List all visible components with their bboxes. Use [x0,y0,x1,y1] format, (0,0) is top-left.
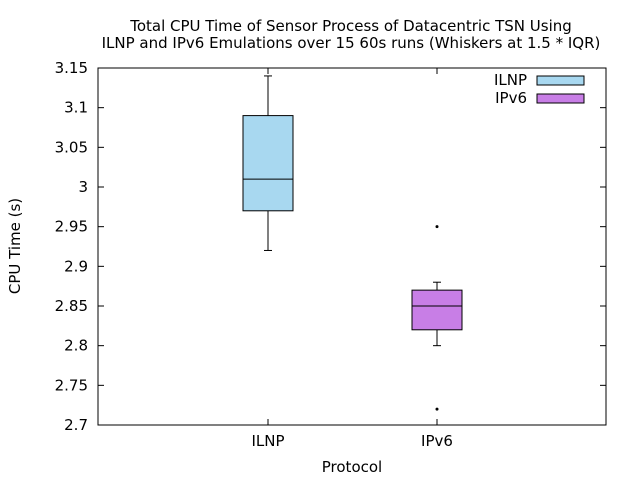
y-tick-label: 3.05 [55,138,88,156]
x-tick-label: IPv6 [421,432,453,450]
chart-title-line-2: ILNP and IPv6 Emulations over 15 60s run… [102,34,601,52]
box-ilnp [242,75,294,251]
outlier-point [435,407,439,411]
y-tick-label: 2.8 [64,337,88,355]
y-tick-label: 2.7 [64,416,88,434]
legend-swatch [536,75,585,86]
legend-swatch [536,93,585,104]
legend-label: ILNP [494,71,527,89]
x-axis: ILNP IPv6 [251,68,453,450]
y-tick-label: 2.75 [55,376,88,394]
box-iqr [242,115,294,212]
plot-area-border [97,67,607,426]
x-axis-label: Protocol [322,458,382,476]
y-tick-label: 3 [78,178,88,196]
outlier-point [435,225,439,229]
x-tick-label: ILNP [251,432,284,450]
y-tick-label: 2.9 [64,257,88,275]
y-axis: 2.7 2.75 2.8 2.85 2.9 2.95 3 3.05 3.1 3.15 [55,59,606,434]
box-ipv6 [411,225,463,411]
chart-title-line-1: Total CPU Time of Sensor Process of Data… [129,17,572,35]
y-axis-label: CPU Time (s) [6,198,24,294]
box-iqr [411,289,463,331]
y-tick-label: 2.85 [55,297,88,315]
y-tick-label: 2.95 [55,218,88,236]
chart-title: Total CPU Time of Sensor Process of Data… [102,17,601,52]
legend-label: IPv6 [495,89,527,107]
y-tick-label: 3.1 [64,99,88,117]
box-series [242,75,463,411]
y-tick-label: 3.15 [55,59,88,77]
